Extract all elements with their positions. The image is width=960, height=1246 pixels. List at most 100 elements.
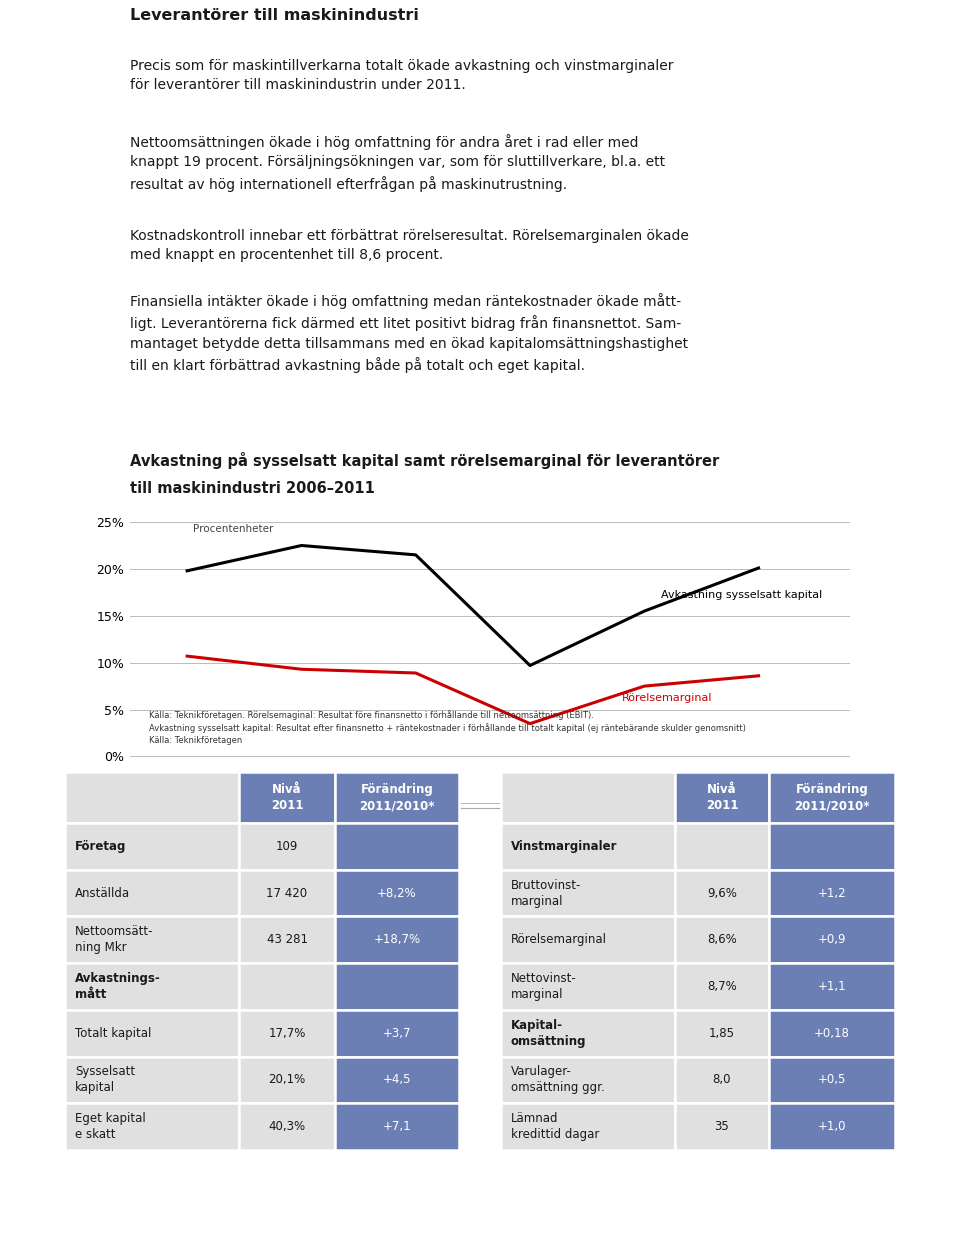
Bar bbox=[501, 773, 675, 824]
Text: 109: 109 bbox=[276, 840, 299, 852]
Text: Leverantörer till maskinindustri: Leverantörer till maskinindustri bbox=[130, 7, 419, 22]
Bar bbox=[239, 1103, 335, 1150]
Bar bbox=[239, 1057, 335, 1103]
Text: 8,7%: 8,7% bbox=[708, 981, 737, 993]
Text: Rörelsemarginal: Rörelsemarginal bbox=[621, 693, 712, 703]
Text: Lämnad
kredittid dagar: Lämnad kredittid dagar bbox=[511, 1113, 599, 1141]
Text: 43 281: 43 281 bbox=[267, 933, 307, 946]
Bar bbox=[769, 824, 895, 870]
Text: Sysselsatt
kapital: Sysselsatt kapital bbox=[75, 1065, 135, 1094]
Bar bbox=[335, 773, 459, 824]
Bar bbox=[675, 1103, 769, 1150]
Bar bbox=[239, 963, 335, 1009]
Text: Eget kapital
e skatt: Eget kapital e skatt bbox=[75, 1113, 146, 1141]
Bar bbox=[65, 963, 239, 1009]
Bar bbox=[675, 1009, 769, 1057]
Text: 40,3%: 40,3% bbox=[269, 1120, 305, 1133]
Bar bbox=[769, 963, 895, 1009]
Text: Förändring
2011/2010*: Förändring 2011/2010* bbox=[359, 782, 435, 812]
Text: 9,6%: 9,6% bbox=[707, 887, 737, 900]
Text: Precis som för maskintillverkarna totalt ökade avkastning och vinstmarginaler
fö: Precis som för maskintillverkarna totalt… bbox=[130, 59, 674, 92]
Bar bbox=[501, 1057, 675, 1103]
Text: +7,1: +7,1 bbox=[383, 1120, 411, 1133]
Bar bbox=[769, 1103, 895, 1150]
Text: +1,1: +1,1 bbox=[818, 981, 846, 993]
Text: Nettoomsättningen ökade i hög omfattning för andra året i rad eller med
knappt 1: Nettoomsättningen ökade i hög omfattning… bbox=[130, 135, 665, 192]
Text: Förändring
2011/2010*: Förändring 2011/2010* bbox=[794, 782, 870, 812]
Bar bbox=[239, 824, 335, 870]
Text: 8,0: 8,0 bbox=[712, 1074, 732, 1087]
Text: Nettovinst-
marginal: Nettovinst- marginal bbox=[511, 972, 576, 1001]
Text: Kapital-
omsättning: Kapital- omsättning bbox=[511, 1019, 587, 1048]
Text: Bruttovinst-
marginal: Bruttovinst- marginal bbox=[511, 878, 581, 907]
Text: Totalt kapital: Totalt kapital bbox=[75, 1027, 152, 1039]
Bar bbox=[65, 1057, 239, 1103]
Text: Nivå
2011: Nivå 2011 bbox=[271, 782, 303, 812]
Text: * Förändringar av omsättning och anställda redovisas i procent samtidigt som övr: * Förändringar av omsättning och anställ… bbox=[65, 1182, 584, 1207]
Text: +18,7%: +18,7% bbox=[373, 933, 420, 946]
Text: +4,5: +4,5 bbox=[383, 1074, 411, 1087]
Text: Vinstmarginaler: Vinstmarginaler bbox=[511, 840, 617, 852]
Bar bbox=[65, 773, 239, 824]
Bar bbox=[675, 824, 769, 870]
Bar bbox=[501, 963, 675, 1009]
Text: 1,85: 1,85 bbox=[708, 1027, 735, 1039]
Text: Nivå
2011: Nivå 2011 bbox=[706, 782, 738, 812]
Bar bbox=[675, 870, 769, 917]
Text: +0,5: +0,5 bbox=[818, 1074, 846, 1087]
Bar bbox=[65, 1009, 239, 1057]
Bar bbox=[239, 1009, 335, 1057]
Bar bbox=[335, 870, 459, 917]
Text: 20: 20 bbox=[903, 1192, 926, 1211]
Bar bbox=[335, 963, 459, 1009]
Bar bbox=[239, 773, 335, 824]
Bar bbox=[65, 1103, 239, 1150]
Bar bbox=[501, 1009, 675, 1057]
Text: Källa: Teknikföretagen. Rörelsemaginal: Resultat före finansnetto i förhållande : Källa: Teknikföretagen. Rörelsemaginal: … bbox=[149, 710, 746, 745]
Bar bbox=[769, 917, 895, 963]
Bar bbox=[335, 1057, 459, 1103]
Bar bbox=[675, 917, 769, 963]
Text: Avkastnings-
mått: Avkastnings- mått bbox=[75, 972, 160, 1001]
Bar bbox=[239, 870, 335, 917]
Text: 17 420: 17 420 bbox=[267, 887, 307, 900]
Bar bbox=[65, 824, 239, 870]
Text: till maskinindustri 2006–2011: till maskinindustri 2006–2011 bbox=[130, 481, 374, 496]
Bar bbox=[501, 1103, 675, 1150]
Text: Procentenheter: Procentenheter bbox=[193, 523, 274, 535]
Bar bbox=[769, 1009, 895, 1057]
Bar bbox=[335, 1009, 459, 1057]
Text: +1,2: +1,2 bbox=[818, 887, 846, 900]
Text: Avkastning sysselsatt kapital: Avkastning sysselsatt kapital bbox=[661, 589, 823, 599]
Text: Nettoomsätt-
ning Mkr: Nettoomsätt- ning Mkr bbox=[75, 926, 154, 954]
Bar bbox=[335, 1103, 459, 1150]
Bar bbox=[769, 1057, 895, 1103]
Bar bbox=[675, 773, 769, 824]
Text: +8,2%: +8,2% bbox=[377, 887, 417, 900]
Bar bbox=[501, 917, 675, 963]
Text: Kostnadskontroll innebar ett förbättrat rörelseresultat. Rörelsemarginalen ökade: Kostnadskontroll innebar ett förbättrat … bbox=[130, 229, 689, 263]
Bar bbox=[675, 963, 769, 1009]
Text: Anställda: Anställda bbox=[75, 887, 131, 900]
Text: +3,7: +3,7 bbox=[383, 1027, 411, 1039]
Bar bbox=[239, 917, 335, 963]
Text: Rörelsemarginal: Rörelsemarginal bbox=[511, 933, 607, 946]
Text: Finansiella intäkter ökade i hög omfattning medan räntekostnader ökade mått-
lig: Finansiella intäkter ökade i hög omfattn… bbox=[130, 293, 688, 374]
Text: Företag: Företag bbox=[75, 840, 127, 852]
Bar bbox=[501, 824, 675, 870]
Text: +1,0: +1,0 bbox=[818, 1120, 846, 1133]
Text: 17,7%: 17,7% bbox=[269, 1027, 305, 1039]
Bar bbox=[65, 870, 239, 917]
Bar bbox=[335, 917, 459, 963]
Text: 8,6%: 8,6% bbox=[708, 933, 737, 946]
Text: 35: 35 bbox=[714, 1120, 730, 1133]
Bar bbox=[65, 917, 239, 963]
Text: +0,9: +0,9 bbox=[818, 933, 846, 946]
Bar bbox=[769, 773, 895, 824]
Bar bbox=[335, 824, 459, 870]
Text: 20,1%: 20,1% bbox=[269, 1074, 305, 1087]
Text: Avkastning på sysselsatt kapital samt rörelsemarginal för leverantörer: Avkastning på sysselsatt kapital samt rö… bbox=[130, 452, 719, 468]
Bar bbox=[675, 1057, 769, 1103]
Bar bbox=[769, 870, 895, 917]
Text: +0,18: +0,18 bbox=[814, 1027, 850, 1039]
